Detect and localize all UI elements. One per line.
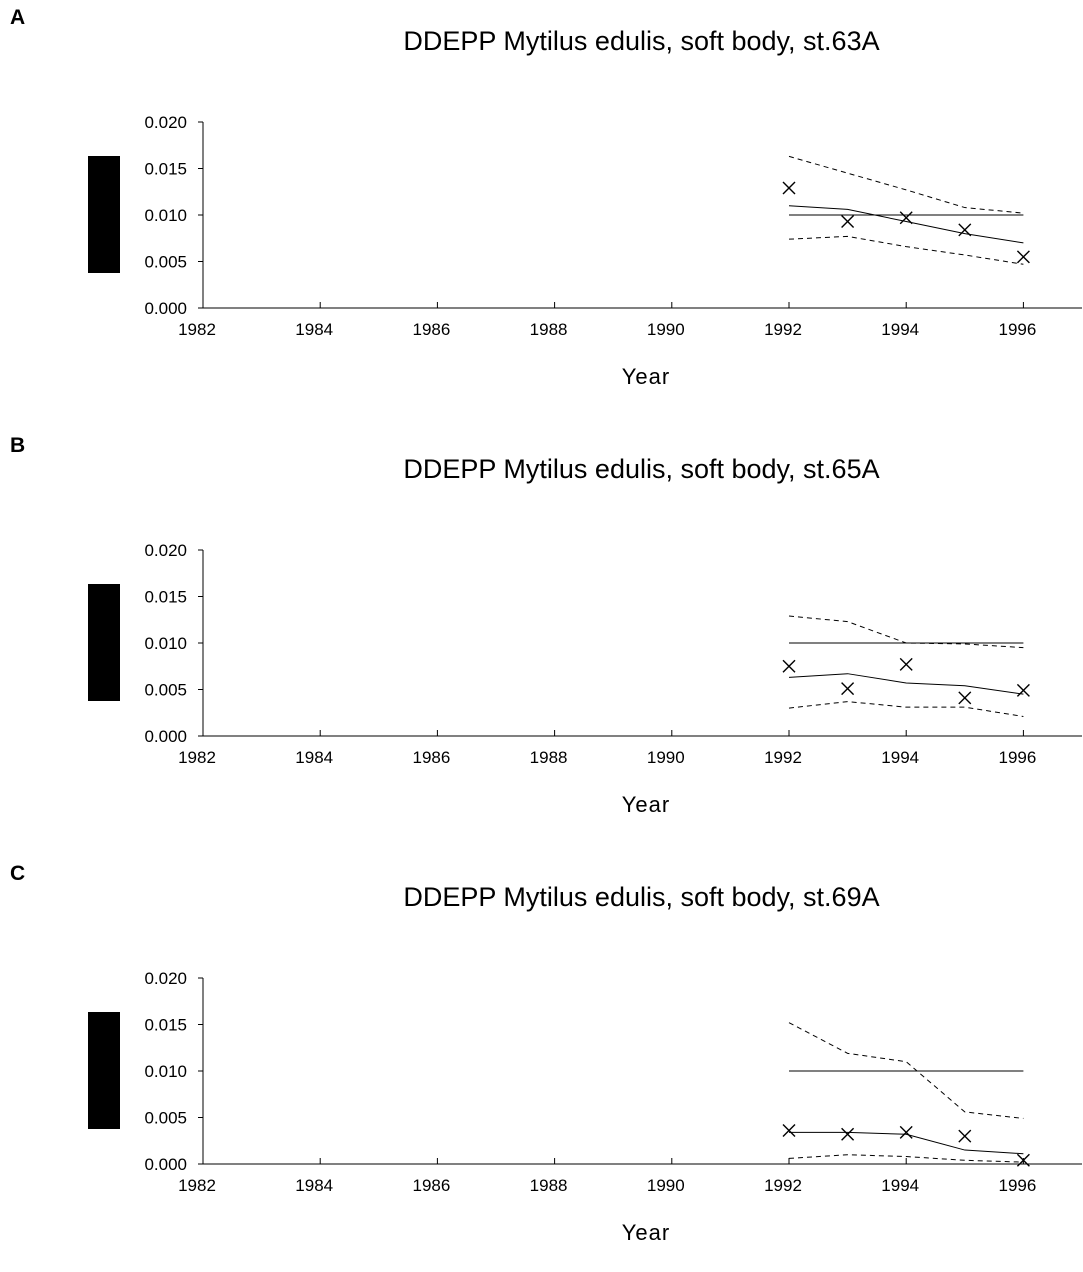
marker-stroke xyxy=(899,657,913,671)
x-tick-label: 1982 xyxy=(178,1176,216,1195)
y-tick-label: 0.005 xyxy=(144,1109,187,1128)
data-point-marker xyxy=(782,1124,796,1138)
x-tick-label: 1996 xyxy=(998,1176,1036,1195)
chart-area: 0.000 0.005 0.010 0.015 0.020 1982 1984 1986 198… xyxy=(144,113,1082,389)
y-axis-label-block xyxy=(88,156,120,273)
x-axis-label: Year xyxy=(622,792,670,817)
x-tick-label: 1984 xyxy=(295,1176,333,1195)
x-tick-label: 1986 xyxy=(412,748,450,767)
x-tick-label: 1982 xyxy=(178,748,216,767)
data-point-marker xyxy=(782,181,796,195)
data-point-marker xyxy=(1016,250,1030,264)
marker-stroke xyxy=(899,211,913,225)
marker-stroke xyxy=(1016,683,1030,697)
y-tick-label: 0.010 xyxy=(144,1062,187,1081)
confidence-band-line xyxy=(788,701,1024,717)
marker-stroke xyxy=(958,223,972,237)
x-tick-label: 1992 xyxy=(764,748,802,767)
y-tick-label: 0.010 xyxy=(144,634,187,653)
y-tick-label: 0.010 xyxy=(144,206,187,225)
y-tick-label: 0.000 xyxy=(144,727,187,746)
x-axis-label: Year xyxy=(622,364,670,389)
x-axis-label: Year xyxy=(622,1220,670,1245)
data-point-marker xyxy=(841,1127,855,1141)
x-tick-label: 1988 xyxy=(530,320,568,339)
panel-letter: A xyxy=(10,6,26,29)
data-point-marker xyxy=(1016,1153,1030,1167)
x-tick-label: 1990 xyxy=(647,1176,685,1195)
confidence-band-line xyxy=(788,235,1024,265)
y-tick-label: 0.015 xyxy=(144,1016,187,1035)
marker-stroke xyxy=(1016,1153,1030,1167)
marker-stroke xyxy=(958,691,972,705)
data-point-marker xyxy=(782,659,796,673)
data-point-marker xyxy=(1016,683,1030,697)
x-tick-label: 1992 xyxy=(764,1176,802,1195)
y-tick-label: 0.020 xyxy=(144,113,187,132)
panel-letter: B xyxy=(10,434,26,457)
y-axis-label-block xyxy=(88,584,120,701)
chart-panel-a: A DDEPP Mytilus edulis, soft body, st.63… xyxy=(0,0,1083,416)
x-tick-label: 1992 xyxy=(764,320,802,339)
x-tick-label: 1988 xyxy=(530,748,568,767)
y-tick-label: 0.015 xyxy=(144,588,187,607)
y-tick-label: 0.015 xyxy=(144,160,187,179)
y-tick-label: 0.000 xyxy=(144,299,187,318)
x-tick-label: 1984 xyxy=(295,320,333,339)
trend-line xyxy=(788,673,1024,695)
marker-stroke xyxy=(782,181,796,195)
x-tick-label: 1990 xyxy=(647,320,685,339)
y-axis-label-block xyxy=(88,1012,120,1129)
confidence-band-line xyxy=(788,155,1024,214)
marker-stroke xyxy=(782,1124,796,1138)
x-tick-label: 1990 xyxy=(647,748,685,767)
x-tick-label: 1988 xyxy=(530,1176,568,1195)
data-point-marker xyxy=(958,691,972,705)
x-tick-label: 1996 xyxy=(998,320,1036,339)
x-tick-label: 1994 xyxy=(881,1176,919,1195)
data-point-marker xyxy=(841,682,855,696)
marker-stroke xyxy=(841,682,855,696)
panel-letter: C xyxy=(10,862,26,885)
marker-stroke xyxy=(841,215,855,229)
chart-title: DDEPP Mytilus edulis, soft body, st.69A xyxy=(403,882,880,912)
marker-stroke xyxy=(782,659,796,673)
trend-line xyxy=(789,1131,1024,1155)
chart-panel-c: C DDEPP Mytilus edulis, soft body, st.69… xyxy=(0,856,1083,1272)
chart-title: DDEPP Mytilus edulis, soft body, st.63A xyxy=(403,26,880,56)
marker-stroke xyxy=(1016,250,1030,264)
y-tick-label: 0.020 xyxy=(144,541,187,560)
chart-area: 0.000 0.005 0.010 0.015 0.020 1982 1984 1986 198… xyxy=(144,541,1082,817)
data-point-marker xyxy=(958,1129,972,1143)
data-point-marker xyxy=(841,215,855,229)
data-point-marker xyxy=(899,1125,913,1139)
x-tick-label: 1994 xyxy=(881,748,919,767)
confidence-band-line xyxy=(788,1154,1024,1163)
x-tick-label: 1986 xyxy=(412,1176,450,1195)
marker-stroke xyxy=(841,1127,855,1141)
trend-line xyxy=(788,205,1024,244)
chart-panel-b: B DDEPP Mytilus edulis, soft body, st.65… xyxy=(0,428,1083,844)
y-tick-label: 0.005 xyxy=(144,681,187,700)
marker-stroke xyxy=(899,1125,913,1139)
marker-stroke xyxy=(958,1129,972,1143)
chart-area: 0.000 0.005 0.010 0.015 0.020 1982 1984 1986 198… xyxy=(144,969,1082,1245)
data-point-marker xyxy=(899,657,913,671)
x-tick-label: 1984 xyxy=(295,748,333,767)
data-point-marker xyxy=(899,211,913,225)
x-tick-label: 1994 xyxy=(881,320,919,339)
y-tick-label: 0.020 xyxy=(144,969,187,988)
x-tick-label: 1996 xyxy=(998,748,1036,767)
y-tick-label: 0.005 xyxy=(144,253,187,272)
y-tick-label: 0.000 xyxy=(144,1155,187,1174)
chart-title: DDEPP Mytilus edulis, soft body, st.65A xyxy=(403,454,880,484)
x-tick-label: 1986 xyxy=(412,320,450,339)
x-tick-label: 1982 xyxy=(178,320,216,339)
